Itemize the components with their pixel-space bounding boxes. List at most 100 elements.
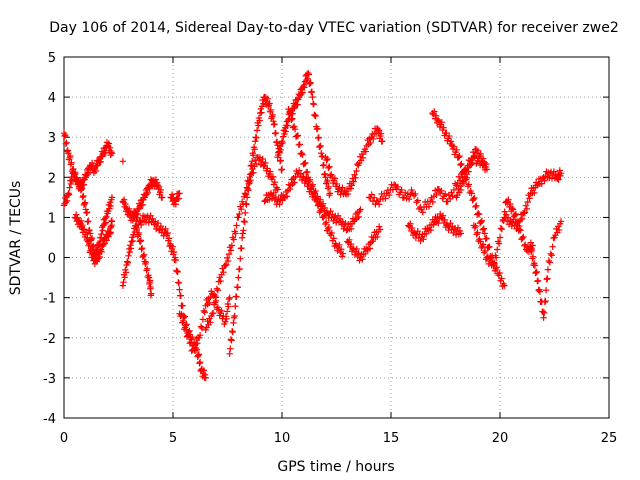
data-point-arc-10 [227, 247, 235, 254]
data-point-arc-12 [298, 90, 305, 98]
data-point-arc-22 [513, 225, 520, 233]
data-point-arc-6 [196, 358, 204, 366]
data-point-arc-11 [228, 327, 236, 335]
data-point-arc-7 [172, 201, 180, 208]
data-point-arc-11 [248, 158, 256, 165]
data-point-arc-16 [352, 248, 360, 256]
data-point-arc-11 [242, 200, 250, 207]
data-point-arc-22 [533, 182, 541, 189]
data-point-arc-11 [227, 336, 235, 343]
data-point-arc-9 [215, 306, 222, 313]
data-point-arc-6 [154, 219, 162, 227]
data-point-arc-1 [106, 144, 114, 152]
data-point-arc-15 [348, 182, 355, 189]
data-point-arc-21 [508, 205, 516, 212]
data-point-arc-11 [233, 293, 240, 301]
data-point-arc-14 [287, 107, 294, 115]
data-point-arc-21 [496, 234, 504, 241]
data-point-arc-21 [479, 241, 487, 248]
data-point-arc-14 [357, 206, 364, 213]
data-point-arc-10 [207, 319, 214, 326]
data-point-arc-11 [231, 312, 238, 320]
data-point-arc-17 [429, 198, 436, 206]
data-point-arc-1 [102, 149, 109, 156]
data-point-arc-10 [210, 301, 218, 308]
data-point-arc-17 [398, 186, 405, 194]
data-point-arc-6 [164, 229, 171, 237]
data-point-arc-11 [240, 227, 247, 234]
y-tick-label: 5 [48, 51, 56, 66]
data-point-arc-17 [449, 193, 456, 200]
data-point-arc-10 [228, 242, 236, 249]
data-point-arc-13 [325, 223, 333, 231]
data-point-arc-9 [185, 331, 193, 338]
data-point-arc-22 [524, 198, 531, 206]
data-point-arc-14 [312, 187, 319, 195]
data-point-arc-13 [334, 247, 341, 254]
data-point-arc-11 [245, 178, 253, 185]
data-point-arc-19 [477, 218, 485, 226]
data-point-arc-21 [520, 233, 527, 241]
data-point-arc-5 [127, 245, 135, 252]
data-point-arc-19 [453, 146, 460, 154]
data-point-arc-23 [545, 257, 553, 265]
data-point-arc-9 [184, 332, 192, 339]
data-point-arc-18 [408, 224, 416, 232]
data-point-arc-21 [484, 253, 492, 260]
data-point-arc-1 [88, 159, 96, 167]
data-point-arc-15 [379, 138, 386, 145]
data-point-arc-1 [80, 181, 88, 188]
plot-frame [63, 56, 610, 419]
data-point-arc-11 [272, 129, 279, 137]
data-point-arc-6 [175, 279, 183, 287]
data-point-arc-6 [177, 292, 184, 299]
data-point-arc-4 [152, 176, 160, 183]
data-point-arc-10 [233, 222, 240, 229]
data-point-arc-3 [106, 230, 114, 237]
data-point-arc-23 [539, 308, 547, 315]
data-point-arc-2 [65, 190, 72, 197]
data-point-arc-6 [201, 371, 209, 378]
data-point-arc-9 [178, 311, 185, 318]
data-point-arc-15 [350, 178, 357, 185]
data-point-arc-17 [375, 201, 383, 208]
data-point-arc-16 [354, 252, 361, 260]
data-point-arc-1 [63, 139, 70, 146]
data-point-arc-7 [175, 195, 183, 202]
data-point-arc-5 [119, 282, 127, 289]
data-point-arc-6 [180, 314, 188, 321]
data-point-arc-19 [431, 108, 438, 115]
data-point-arc-2 [80, 192, 87, 200]
data-point-arc-7 [170, 194, 177, 201]
data-point-arc-15 [333, 180, 341, 188]
data-point-arc-12 [325, 183, 332, 190]
data-point-arc-21 [519, 234, 526, 242]
x-tick-label: 15 [383, 431, 400, 446]
data-point-arc-6 [196, 360, 203, 367]
data-point-arc-14 [289, 115, 296, 122]
data-point-arc-13 [337, 246, 345, 253]
data-point-arc-11 [232, 303, 239, 310]
data-point-arc-5 [147, 283, 154, 291]
data-point-arc-4 [120, 196, 128, 203]
data-point-arc-21 [495, 240, 503, 247]
data-point-arc-9 [191, 347, 198, 354]
data-point-arc-19 [430, 111, 437, 118]
data-point-arc-9 [200, 307, 208, 315]
y-tick-label: 1 [48, 211, 56, 226]
data-point-arc-12 [301, 84, 308, 91]
data-point-arc-21 [511, 211, 519, 219]
data-point-arc-19 [479, 226, 487, 233]
data-point-arc-22 [516, 222, 523, 230]
data-point-arc-16 [353, 245, 360, 253]
data-point-arc-2 [83, 209, 91, 216]
data-point-arc-11 [270, 117, 277, 125]
data-point-arc-2 [63, 197, 71, 205]
data-point-arc-14 [355, 213, 362, 221]
data-point-arc-19 [471, 194, 478, 202]
data-point-arc-12 [324, 176, 331, 184]
data-point-arc-12 [318, 150, 325, 157]
data-point-arc-15 [370, 135, 377, 143]
data-point-arc-10 [211, 292, 219, 300]
data-point-arc-13 [330, 235, 337, 242]
